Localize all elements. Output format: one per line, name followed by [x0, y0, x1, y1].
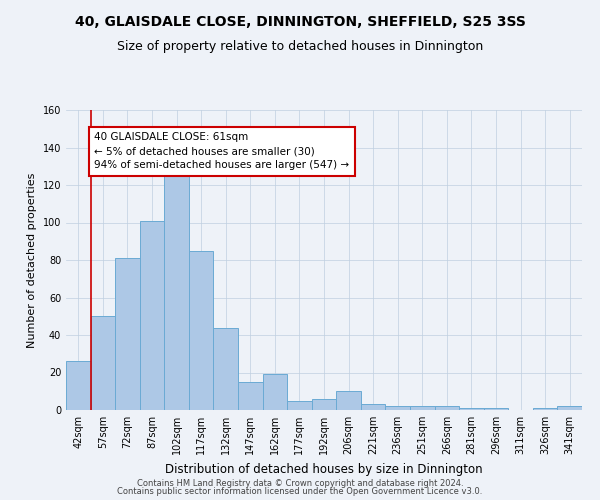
Bar	[66, 361, 91, 410]
Text: 40, GLAISDALE CLOSE, DINNINGTON, SHEFFIELD, S25 3SS: 40, GLAISDALE CLOSE, DINNINGTON, SHEFFIE…	[74, 15, 526, 29]
Bar	[287, 400, 312, 410]
Bar	[140, 220, 164, 410]
Text: 40 GLAISDALE CLOSE: 61sqm
← 5% of detached houses are smaller (30)
94% of semi-d: 40 GLAISDALE CLOSE: 61sqm ← 5% of detach…	[94, 132, 349, 170]
Bar	[115, 258, 140, 410]
Bar	[434, 406, 459, 410]
Bar	[484, 408, 508, 410]
Bar	[91, 316, 115, 410]
Bar	[263, 374, 287, 410]
Bar	[385, 406, 410, 410]
Bar	[410, 406, 434, 410]
Bar	[557, 406, 582, 410]
Bar	[189, 250, 214, 410]
X-axis label: Distribution of detached houses by size in Dinnington: Distribution of detached houses by size …	[165, 462, 483, 475]
Bar	[336, 391, 361, 410]
Text: Contains HM Land Registry data © Crown copyright and database right 2024.: Contains HM Land Registry data © Crown c…	[137, 478, 463, 488]
Bar	[361, 404, 385, 410]
Text: Size of property relative to detached houses in Dinnington: Size of property relative to detached ho…	[117, 40, 483, 53]
Bar	[459, 408, 484, 410]
Bar	[214, 328, 238, 410]
Bar	[238, 382, 263, 410]
Bar	[164, 164, 189, 410]
Bar	[533, 408, 557, 410]
Bar	[312, 399, 336, 410]
Y-axis label: Number of detached properties: Number of detached properties	[27, 172, 37, 348]
Text: Contains public sector information licensed under the Open Government Licence v3: Contains public sector information licen…	[118, 487, 482, 496]
